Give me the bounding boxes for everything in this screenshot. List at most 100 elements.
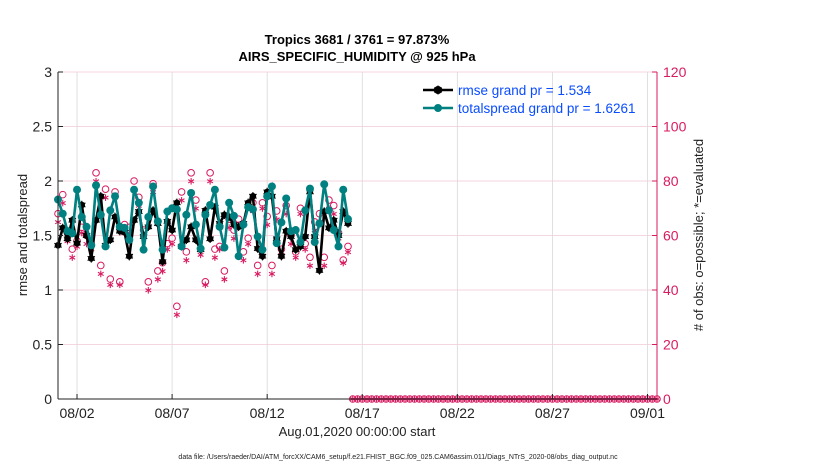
- totalspread-point: [210, 185, 219, 194]
- evaluated-obs-marker: [69, 254, 76, 261]
- rmse-star: [248, 192, 257, 201]
- totalspread-point: [153, 217, 162, 226]
- totalspread-point: [220, 243, 229, 252]
- possible-obs-marker: [206, 169, 214, 177]
- totalspread-point: [96, 210, 105, 219]
- totalspread-point: [87, 241, 96, 250]
- totalspread-point: [339, 185, 348, 194]
- totalspread-point: [144, 212, 153, 221]
- possible-obs-marker: [173, 302, 181, 311]
- totalspread-point: [58, 209, 67, 218]
- x-axis-label: Aug.01,2020 00:00:00 start: [279, 424, 436, 439]
- evaluated-obs-marker: [306, 262, 314, 270]
- evaluated-obs-marker: [187, 177, 195, 185]
- totalspread-point: [305, 184, 314, 193]
- totalspread-point: [187, 188, 196, 197]
- totalspread-point: [253, 232, 262, 241]
- evaluated-obs-marker: [321, 262, 328, 270]
- x-tick-label: 08/22: [440, 405, 475, 421]
- possible-obs-marker: [344, 242, 352, 251]
- totalspread-point: [82, 222, 91, 231]
- possible-obs-marker: [144, 278, 153, 286]
- totalspread-point: [248, 205, 257, 214]
- data-marks: [54, 169, 661, 403]
- evaluated-obs-marker: [107, 281, 114, 289]
- totalspread-point: [92, 181, 101, 190]
- y-tick-label: 2.5: [33, 119, 53, 135]
- possible-obs-marker: [253, 261, 262, 270]
- y-right-tick-label: 20: [663, 337, 679, 353]
- possible-obs-marker: [220, 267, 229, 275]
- evaluated-obs-marker: [202, 281, 209, 289]
- totalspread-point: [263, 192, 272, 201]
- grid: [58, 71, 657, 400]
- rmse-star: [168, 225, 177, 235]
- legend-swatch-marker: [434, 104, 442, 112]
- possible-obs-marker: [244, 234, 252, 243]
- totalspread-point: [191, 220, 200, 229]
- x-tick-label: 08/02: [59, 405, 94, 421]
- y-right-tick-label: 60: [663, 228, 679, 244]
- evaluated-obs-marker: [159, 267, 166, 275]
- totalspread-point: [201, 210, 210, 219]
- possible-obs-marker: [263, 212, 271, 221]
- totalspread-point: [139, 245, 148, 254]
- totalspread-point: [320, 180, 329, 189]
- y-axis-label-right: # of obs: o=possible; *=evaluated: [691, 139, 706, 331]
- legend: rmse grand pr = 1.534 totalspread grand p…: [423, 83, 636, 116]
- possible-obs-marker: [58, 190, 67, 199]
- possible-obs-marker: [329, 201, 338, 210]
- totalspread-point: [310, 238, 319, 247]
- possible-obs-marker: [101, 185, 110, 193]
- evaluated-obs-marker: [254, 270, 261, 278]
- totalspread-point: [239, 220, 248, 229]
- y-tick-label: 0.5: [33, 337, 53, 353]
- x-tick-label: 08/07: [155, 405, 190, 421]
- totalspread-point: [125, 235, 134, 244]
- totalspread-point: [120, 223, 129, 232]
- rmse-star: [63, 234, 72, 243]
- possible-obs-marker: [96, 261, 105, 270]
- possible-obs-marker: [306, 253, 314, 262]
- possible-obs-marker: [130, 177, 138, 185]
- totalspread-point: [291, 226, 300, 235]
- rmse-star: [158, 257, 167, 266]
- evaluated-obs-marker: [211, 254, 219, 261]
- totalspread-point: [101, 242, 110, 251]
- chart-title-line1: Tropics 3681 / 3761 = 97.873%: [265, 32, 450, 47]
- x-tick-label: 08/27: [535, 405, 570, 421]
- totalspread-point: [343, 215, 352, 224]
- rmse-star: [73, 238, 81, 248]
- totalspread-point: [196, 244, 205, 253]
- y-right-tick-label: 40: [663, 282, 679, 298]
- evaluated-obs-marker: [268, 270, 276, 278]
- evaluated-obs-marker: [240, 257, 247, 264]
- rmse-star: [125, 252, 134, 261]
- evaluated-obs-marker: [173, 311, 180, 319]
- totalspread-point: [172, 205, 181, 214]
- evaluated-obs-marker: [154, 276, 161, 283]
- legend-entry: rmse grand pr = 1.534: [458, 83, 592, 98]
- y-tick-label: 1: [44, 282, 52, 298]
- possible-obs-marker: [182, 248, 191, 256]
- rmse-star: [206, 234, 215, 243]
- totalspread-point: [329, 226, 338, 235]
- totalspread-point: [267, 182, 276, 191]
- rmse-star: [277, 252, 286, 261]
- evaluated-obs-marker: [292, 254, 299, 261]
- y-right-tick-label: 100: [663, 119, 687, 135]
- evaluated-obs-marker: [344, 248, 352, 256]
- axes: 0 0.5 1 1.5 2 2.5 3 0 20 40 60 80 100 120 08/02 08/07 08…: [33, 64, 687, 421]
- totalspread-point: [206, 200, 215, 209]
- totalspread-point: [134, 198, 143, 207]
- possible-obs-marker: [68, 245, 77, 253]
- totalspread-point: [68, 229, 77, 238]
- evaluated-obs-marker: [221, 276, 228, 283]
- totalspread-point: [334, 242, 343, 251]
- totalspread-point: [73, 185, 82, 194]
- rmse-star: [87, 254, 96, 263]
- evaluated-obs-marker: [183, 257, 190, 264]
- evaluated-obs-marker: [245, 240, 252, 248]
- totalspread-point: [106, 206, 115, 215]
